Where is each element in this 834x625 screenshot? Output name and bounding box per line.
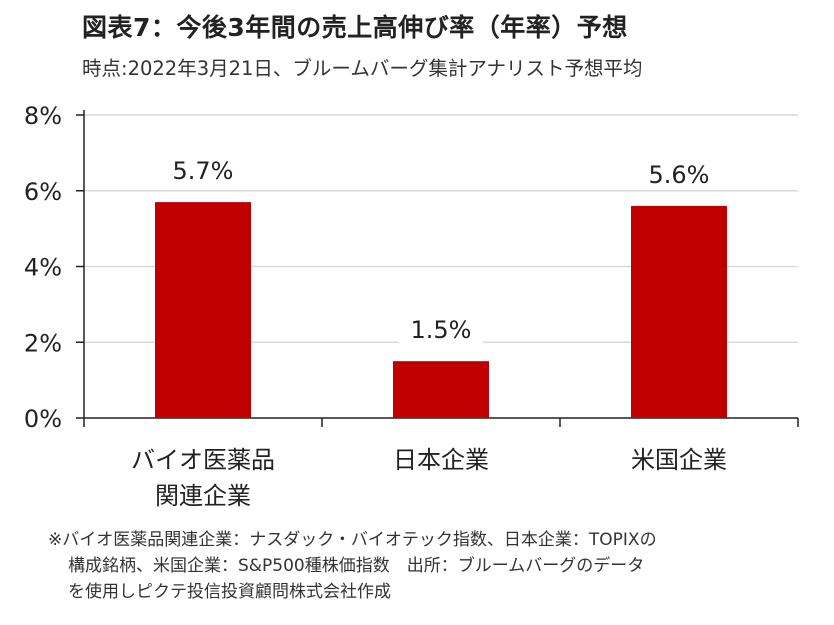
x-tick-label: バイオ医薬品 bbox=[131, 446, 275, 474]
bar-chart: 0% 2% 4% 6% 8% 5.7% バイオ医薬品関連企業 1.5% 日本企業 5.6% 米国企業 bbox=[24, 102, 799, 510]
data-label-box bbox=[637, 155, 721, 190]
bar bbox=[155, 202, 251, 418]
footnote-line-1: ※バイオ医薬品関連企業：ナスダック・バイオテック指数、日本企業：TOPIXの bbox=[48, 530, 657, 550]
y-tick-label: 2% bbox=[24, 329, 62, 357]
x-tick-label: 米国企業 bbox=[631, 446, 727, 474]
y-tick-label: 8% bbox=[24, 102, 62, 130]
x-tick-label: 関連企業 bbox=[155, 482, 251, 510]
data-label: 5.7% bbox=[173, 157, 234, 185]
footnote-line-3: を使用しピクテ投信投資顧問株式会社作成 bbox=[68, 582, 391, 602]
chart-subtitle: 時点:2022年3月21日、ブルームバーグ集計アナリスト予想平均 bbox=[82, 57, 643, 80]
chart-title: 図表7：今後3年間の売上高伸び率（年率）予想 bbox=[82, 13, 628, 42]
bar bbox=[631, 205, 727, 418]
x-tick-label: 日本企業 bbox=[393, 446, 489, 474]
data-label: 1.5% bbox=[411, 316, 472, 344]
data-label-box bbox=[399, 311, 483, 346]
bar bbox=[393, 361, 489, 418]
data-label-box bbox=[161, 152, 245, 187]
data-label: 5.6% bbox=[649, 161, 710, 189]
footnote: ※バイオ医薬品関連企業：ナスダック・バイオテック指数、日本企業：TOPIXの 構… bbox=[48, 527, 828, 605]
footnote-line-2: 構成銘柄、米国企業：S&P500種株価指数 出所：ブルームバーグのデータ bbox=[68, 556, 645, 576]
y-tick-label: 0% bbox=[24, 405, 62, 433]
y-tick-label: 6% bbox=[24, 178, 62, 206]
y-tick-label: 4% bbox=[24, 254, 62, 282]
